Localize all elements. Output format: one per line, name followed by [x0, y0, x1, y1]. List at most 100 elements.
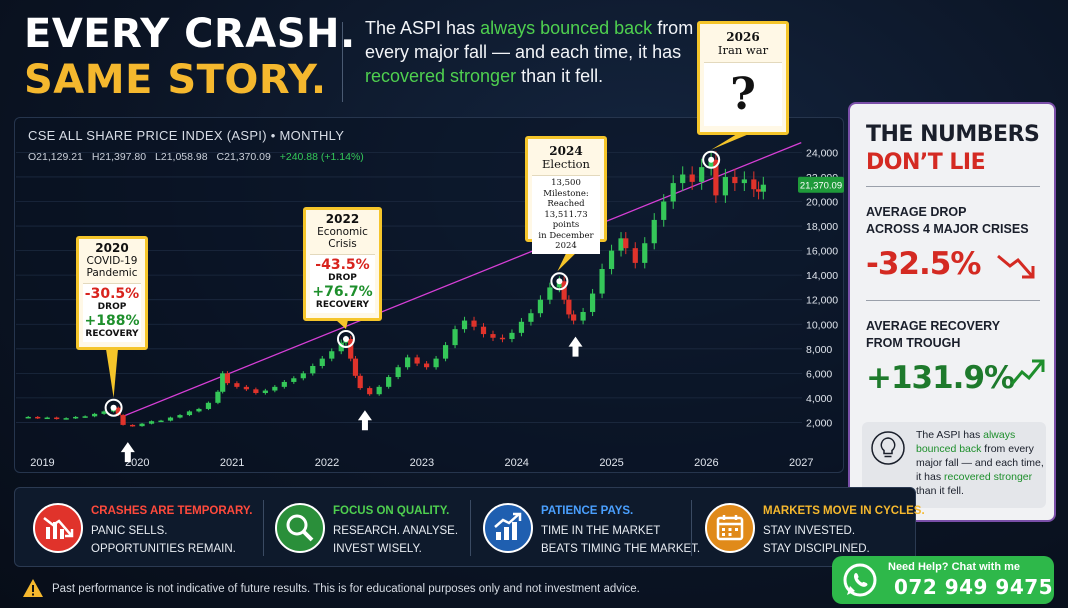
candle-body [642, 243, 648, 263]
callout-2020: 2020 COVID-19 Pandemic -30.5% DROP +188%… [76, 236, 148, 350]
ohlc-high: H21,397.80 [91, 151, 147, 163]
candle-body [395, 367, 401, 378]
whatsapp-icon [843, 563, 877, 597]
callout-year: 2020 [95, 241, 129, 255]
callout-pointer [711, 134, 749, 150]
callout-drop: -43.5% [315, 257, 370, 273]
trend-up-icon [1010, 359, 1045, 385]
crisis-marker-dot [556, 278, 563, 285]
up-arrow-icon [120, 442, 135, 463]
candle-body [262, 390, 268, 393]
candle-body [220, 373, 226, 392]
question-mark: ? [704, 62, 782, 126]
tips-bar: CRASHES ARE TEMPORARY. PANIC SELLS. OPPOR… [14, 487, 925, 568]
candle-body [537, 299, 544, 314]
candle-body [751, 179, 757, 190]
candle-body [115, 407, 121, 416]
x-tick-label: 2021 [220, 457, 244, 469]
candle-body [73, 416, 79, 419]
callout-event: Pandemic [86, 267, 138, 279]
x-tick-label: 2027 [789, 457, 813, 469]
header-divider [342, 22, 343, 102]
panel-title-line2: DON’T LIE [866, 150, 986, 175]
candle-body [561, 281, 567, 300]
callout-2026: 2026 Iran war ? [697, 21, 789, 135]
candle-body [741, 179, 747, 184]
candle-body [452, 329, 458, 346]
callout-note: 13,500 Milestone: Reached 13,511.73 poin… [532, 175, 600, 254]
candle-body [348, 338, 354, 359]
callout-event: Election [542, 157, 590, 171]
candle-body [253, 389, 259, 393]
tagline-text: The ASPI has [365, 18, 481, 38]
candle-body [129, 424, 136, 427]
callout-2024: 2024 Election 13,500 Milestone: Reached … [525, 136, 607, 254]
candle-body [63, 418, 69, 420]
candle-body [732, 176, 738, 184]
callout-note-line: in December 2024 [538, 230, 594, 252]
candle-body [310, 365, 316, 374]
ohlc-open: O21,129.21 [28, 151, 83, 163]
candle-body [405, 357, 411, 368]
candle-body [376, 386, 382, 395]
tip-divider [691, 500, 692, 556]
tip-body: PANIC SELLS. OPPORTUNITIES REMAIN. [91, 522, 236, 558]
headline: EVERY CRASH. SAME STORY. [24, 14, 356, 100]
tip-divider [263, 500, 264, 556]
tip-heading: MARKETS MOVE IN CYCLES. [763, 505, 925, 517]
tip-patience: PATIENCE PAYS. TIME IN THE MARKET BEATS T… [483, 488, 700, 568]
candle-body [471, 320, 477, 327]
candle-body [547, 287, 553, 300]
callout-drop: -30.5% [84, 286, 140, 302]
callout-pointer [336, 320, 348, 329]
callout-event: Economic [317, 226, 368, 238]
candle-body [509, 332, 515, 339]
callout-event: COVID-19 [86, 255, 138, 267]
candle-body [352, 358, 359, 376]
candle-body [148, 421, 155, 424]
callout-recovery-label: RECOVERY [85, 329, 139, 339]
candle-body [44, 417, 50, 420]
candle-body [243, 386, 249, 390]
candle-body [528, 313, 534, 322]
candle-body [186, 411, 193, 416]
y-tick-label: 2,000 [806, 417, 832, 429]
candle-body [319, 358, 325, 366]
avg-recovery-label-line: AVERAGE RECOVERY [866, 319, 1001, 333]
chart-panel [14, 117, 844, 473]
crisis-marker-dot [342, 335, 349, 342]
candle-body [518, 321, 525, 333]
ohlc-close: C21,370.09 [216, 151, 271, 163]
tagline: The ASPI has always bounced back from ev… [365, 16, 695, 88]
candle-body [224, 373, 231, 384]
tip-quality: FOCUS ON QUALITY. RESEARCH. ANALYSE. INVE… [275, 488, 475, 568]
candle-body [205, 402, 212, 409]
tip-line: STAY INVESTED. [763, 525, 856, 537]
callout-stats: -43.5% DROP +76.7% RECOVERY [310, 254, 375, 313]
last-price-tag [798, 176, 844, 193]
candle-body [589, 293, 596, 312]
lightbulb-icon [871, 431, 905, 465]
candle-body [215, 391, 221, 403]
candle-body [281, 381, 287, 387]
chart-title: CSE ALL SHARE PRICE INDEX (ASPI) • MONTH… [28, 128, 345, 143]
candle-body [632, 248, 638, 263]
y-tick-label: 20,000 [806, 197, 838, 209]
ohlc-change: +240.88 (+1.14%) [279, 151, 364, 163]
whatsapp-button[interactable]: Need Help? Chat with me 072 949 9475 [832, 556, 1054, 604]
tip-heading: CRASHES ARE TEMPORARY. [91, 505, 253, 517]
whatsapp-help-text: Need Help? Chat with me [888, 561, 1021, 573]
candle-body [480, 326, 487, 335]
y-tick-label: 4,000 [806, 393, 832, 405]
last-price-label: 21,370.09 [800, 181, 842, 192]
panel-title-line1: THE NUMBERS [866, 122, 1040, 147]
candle-body [608, 250, 615, 270]
tip-line: TIME IN THE MARKET [541, 525, 661, 537]
note-text-part: The ASPI has [916, 429, 984, 441]
candle-body [338, 342, 344, 352]
tagline-highlight: always bounced back [480, 18, 653, 38]
candle-body [490, 334, 496, 338]
numbers-panel: THE NUMBERS DON’T LIE AVERAGE DROP ACROS… [848, 102, 1056, 522]
candle-body [760, 184, 766, 192]
